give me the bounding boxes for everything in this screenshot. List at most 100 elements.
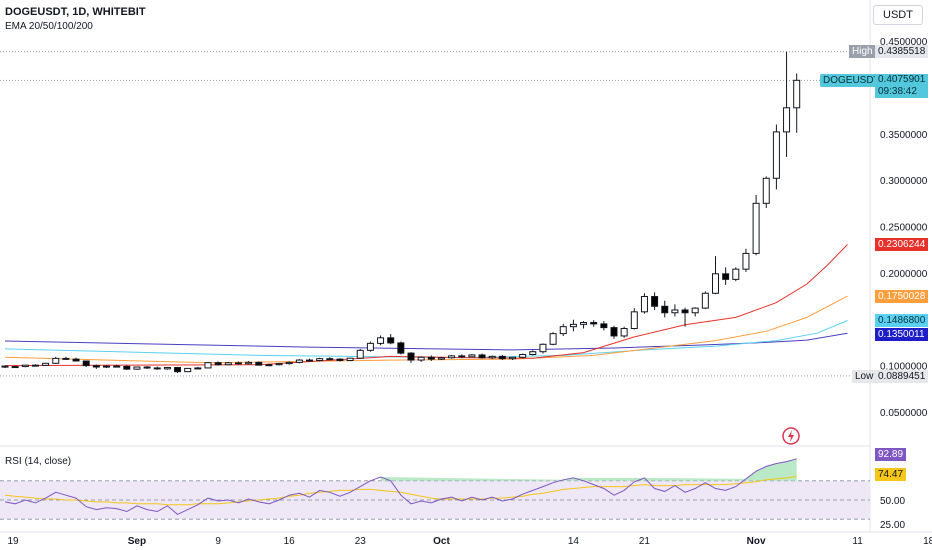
candle-body: [275, 363, 283, 366]
candle-body: [681, 309, 689, 314]
candle-body: [772, 131, 780, 179]
price-tick-label: 0.0500000: [880, 408, 928, 419]
time-tick-label: Nov: [747, 536, 766, 547]
candle-body: [580, 321, 588, 325]
price-tick-label: 0.3500000: [880, 130, 928, 141]
ema50-line: [4, 295, 848, 364]
time-tick-label: 9: [215, 536, 221, 547]
price-tick-label: 0.1000000: [880, 362, 928, 373]
high-value-tag: 0.4385518: [875, 45, 929, 58]
lightning-icon[interactable]: [781, 426, 801, 446]
candle-body: [600, 323, 608, 329]
rsi-ma-line: [4, 476, 797, 506]
ema100-line: [4, 320, 848, 359]
ema200-line: [4, 332, 848, 351]
candle-body: [52, 357, 60, 364]
price-tick-label: 0.2000000: [880, 269, 928, 280]
candle-body: [671, 309, 679, 314]
candle-body: [590, 321, 598, 325]
candle-body: [783, 107, 791, 133]
last-symbol-tag: DOGEUSDT: [820, 74, 883, 87]
ema20-tag: 0.2306244: [875, 238, 929, 251]
candle-body: [113, 365, 121, 368]
candle-body: [417, 356, 425, 361]
last-price-tag: 0.4075901 09:38:42: [875, 74, 929, 98]
time-tick-label: 14: [568, 536, 580, 547]
ema-indicator-label[interactable]: EMA 20/50/100/200: [5, 21, 93, 32]
ema50-tag: 0.1750028: [875, 290, 929, 303]
candle-body: [630, 311, 638, 330]
candle-body: [387, 337, 395, 344]
candle-body: [214, 362, 222, 366]
candle-body: [42, 362, 50, 366]
candle-body: [519, 353, 527, 358]
rsi-tick-label: 25.00: [880, 520, 905, 531]
candle-body: [620, 328, 628, 337]
candle-body: [316, 358, 324, 362]
ema20-line: [4, 244, 848, 367]
candle-body: [163, 366, 171, 370]
time-tick-label: Oct: [433, 536, 450, 547]
candle-body: [661, 305, 669, 314]
candle-body: [326, 358, 334, 361]
candle-body: [437, 357, 445, 360]
time-tick-label: 23: [355, 536, 367, 547]
price-tick-label: 0.3000000: [880, 176, 928, 187]
candle-body: [103, 365, 110, 368]
candle-body: [458, 355, 466, 358]
candle-body: [448, 355, 456, 359]
candle-body: [194, 367, 202, 370]
candle-body: [640, 296, 648, 313]
candle-body: [559, 326, 567, 335]
candle-body: [265, 364, 273, 367]
low-value-tag: 0.0889451: [875, 370, 929, 383]
candle-body: [742, 252, 750, 270]
rsi-overbought-fill: [380, 458, 797, 481]
candle-body: [184, 367, 192, 373]
chart-symbol-title: DOGEUSDT, 1D, WHITEBIT: [5, 6, 146, 18]
time-tick-label: 18: [923, 536, 932, 547]
candle-body: [712, 273, 719, 294]
candle-body: [72, 358, 80, 362]
candle-body: [701, 292, 709, 309]
price-tick-label: 0.4500000: [880, 37, 928, 48]
candle-body: [234, 362, 242, 365]
candle-body: [285, 361, 293, 365]
rsi-line: [4, 458, 797, 515]
candle-body: [204, 362, 212, 369]
candle-body: [377, 337, 385, 344]
candle-body: [62, 357, 70, 360]
candle-body: [366, 342, 374, 351]
rsi-ma-value-tag: 74.47: [875, 468, 907, 481]
time-tick-label: 11: [852, 536, 863, 547]
candle-body: [92, 365, 100, 368]
candle-body: [610, 327, 618, 337]
ema100-tag: 0.1486800: [875, 314, 929, 327]
candle-body: [488, 355, 496, 359]
rsi-indicator-label[interactable]: RSI (14, close): [5, 456, 72, 467]
candle-body: [691, 307, 699, 314]
candle-body: [123, 365, 131, 370]
candle-body: [498, 355, 506, 360]
time-tick-label: 16: [284, 536, 296, 547]
candle-body: [427, 356, 435, 360]
candle-body: [793, 79, 801, 109]
candle-body: [174, 366, 182, 373]
candle-body: [722, 273, 730, 280]
candle-body: [306, 359, 313, 362]
low-label-tag: Low: [852, 370, 877, 383]
candle-body: [82, 360, 90, 367]
price-tick-label: 0.2500000: [880, 223, 928, 234]
candle-body: [549, 333, 557, 345]
ema200-tag: 0.1350011: [875, 328, 928, 341]
rsi-tick-label: 50.00: [880, 496, 905, 507]
candle-body: [478, 354, 486, 359]
candle-body: [224, 362, 232, 366]
candle-body: [509, 356, 516, 360]
candle-body: [732, 268, 740, 280]
candle-body: [762, 177, 770, 204]
currency-button[interactable]: USDT: [873, 5, 923, 25]
high-label-tag: High: [849, 45, 876, 58]
candle-body: [143, 366, 151, 369]
